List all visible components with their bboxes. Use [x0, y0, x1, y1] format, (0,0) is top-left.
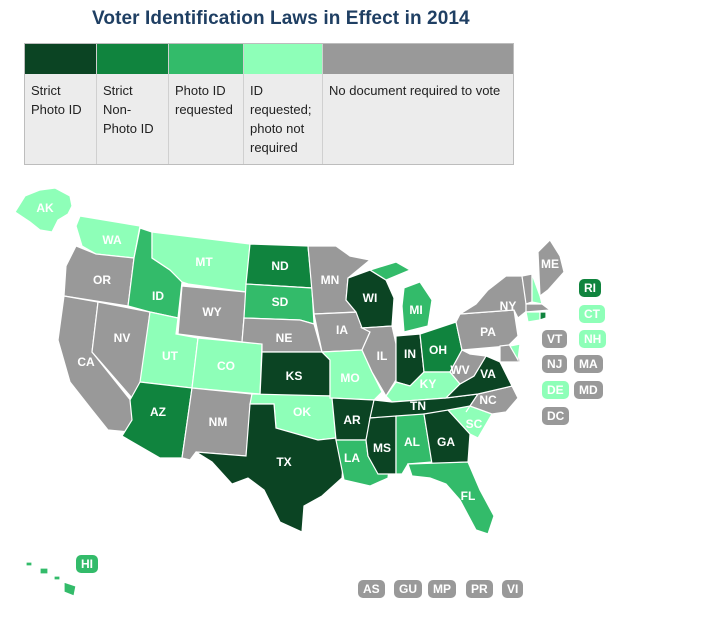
state-label: WY [202, 305, 221, 319]
state-MI[interactable]: MI [368, 261, 433, 333]
state-badge-md[interactable]: MD [574, 381, 603, 399]
state-PA[interactable]: PA [455, 309, 519, 351]
state-badge-hi[interactable]: HI [76, 555, 98, 573]
state-label: CO [217, 359, 235, 373]
state-badge-nh[interactable]: NH [579, 330, 607, 348]
legend-swatch [25, 44, 96, 74]
state-AK[interactable]: AK [14, 187, 73, 233]
state-IN[interactable]: IN [395, 333, 425, 387]
state-label: WV [450, 363, 469, 377]
legend-label: No document required to vote [329, 83, 501, 98]
state-label: MO [340, 371, 359, 385]
state-label: WA [102, 233, 122, 247]
state-label: MS [373, 441, 391, 455]
legend: Strict Photo ID Strict Non-Photo ID Phot… [24, 43, 514, 165]
state-label: KY [420, 377, 437, 391]
state-badge-vt[interactable]: VT [542, 330, 568, 348]
state-label: MI [409, 303, 422, 317]
state-label: GA [437, 435, 455, 449]
state-label: UT [162, 349, 179, 363]
legend-swatch [97, 44, 168, 74]
state-NM[interactable]: NM [181, 387, 253, 461]
state-SC[interactable]: SC [446, 405, 493, 439]
state-label: MT [195, 255, 213, 269]
territory-badge-pr[interactable]: PR [466, 580, 493, 598]
state-label: FL [461, 489, 476, 503]
state-label: WI [363, 291, 378, 305]
legend-item-strict-photo[interactable]: Strict Photo ID [25, 44, 97, 164]
state-label: VA [480, 367, 496, 381]
state-KY[interactable]: KY [385, 371, 461, 403]
territory-badge-mp[interactable]: MP [428, 580, 456, 598]
state-label: OR [93, 273, 111, 287]
state-label: TN [410, 399, 426, 413]
legend-label: Photo ID requested [175, 83, 233, 117]
map-title: Voter Identification Laws in Effect in 2… [92, 8, 470, 29]
state-IA[interactable]: IA [313, 311, 371, 353]
state-label: IA [336, 323, 348, 337]
legend-item-photo-requested[interactable]: Photo ID requested [169, 44, 244, 164]
state-CO[interactable]: CO [191, 337, 263, 395]
state-WV[interactable]: WV [449, 349, 487, 385]
territory-badge-as[interactable]: AS [358, 580, 385, 598]
state-badge-ma[interactable]: MA [574, 355, 603, 373]
state-CT-mainland [525, 311, 547, 323]
state-WY[interactable]: WY [177, 285, 247, 343]
state-KS[interactable]: KS [259, 351, 331, 397]
state-label: NM [209, 415, 228, 429]
state-MA-mainland [525, 303, 552, 313]
legend-item-id-requested[interactable]: ID requested; photo not required [244, 44, 323, 164]
state-ME-mainland[interactable]: ME [537, 239, 565, 298]
legend-label: Strict Non-Photo ID [103, 83, 154, 136]
state-FL[interactable]: FL [407, 461, 495, 535]
state-badge-dc[interactable]: DC [542, 407, 570, 425]
state-label: MN [321, 273, 340, 287]
state-MD-mainland [499, 343, 521, 363]
state-label: LA [344, 451, 360, 465]
state-GA[interactable]: GA [423, 409, 471, 465]
state-label: NE [276, 331, 293, 345]
state-label: NC [479, 393, 497, 407]
legend-item-no-document[interactable]: No document required to vote [323, 44, 513, 164]
state-label: NV [114, 331, 131, 345]
state-label: ID [152, 289, 164, 303]
territory-badge-vi[interactable]: VI [502, 580, 524, 598]
state-label: AK [36, 201, 54, 215]
state-label: NY [500, 299, 517, 313]
state-label: OK [293, 405, 311, 419]
state-label: SC [466, 417, 483, 431]
legend-swatch [169, 44, 243, 74]
state-label: ME [541, 257, 559, 271]
state-label: CA [77, 355, 95, 369]
state-label: TX [276, 455, 291, 469]
state-badge-ct[interactable]: CT [579, 305, 605, 323]
state-label: AL [404, 435, 420, 449]
us-map: AK WA OR CA NV ID MT WY UT CO [14, 187, 565, 597]
legend-swatch [244, 44, 322, 74]
state-label: IN [404, 347, 416, 361]
state-HI[interactable] [25, 561, 77, 597]
state-label: ND [271, 259, 289, 273]
state-label: SD [272, 295, 289, 309]
state-label: KS [286, 369, 303, 383]
state-label: IL [377, 349, 388, 363]
state-NV[interactable]: NV [91, 301, 151, 399]
state-ND[interactable]: ND [245, 243, 313, 289]
state-badge-ri[interactable]: RI [579, 279, 601, 297]
state-NY[interactable]: NY [459, 275, 529, 319]
state-label: PA [480, 325, 496, 339]
legend-label: Strict Photo ID [31, 83, 82, 117]
state-label: AZ [150, 405, 166, 419]
state-TX[interactable]: TX [195, 403, 345, 533]
legend-swatch [323, 44, 513, 74]
legend-item-strict-nonphoto[interactable]: Strict Non-Photo ID [97, 44, 169, 164]
state-label: AR [343, 413, 361, 427]
state-badge-nj[interactable]: NJ [542, 355, 568, 373]
territory-badge-gu[interactable]: GU [394, 580, 422, 598]
legend-label: ID requested; photo not required [250, 83, 312, 155]
state-MO[interactable]: MO [320, 349, 383, 401]
state-badge-de[interactable]: DE [542, 381, 569, 399]
state-label: OH [429, 343, 447, 357]
